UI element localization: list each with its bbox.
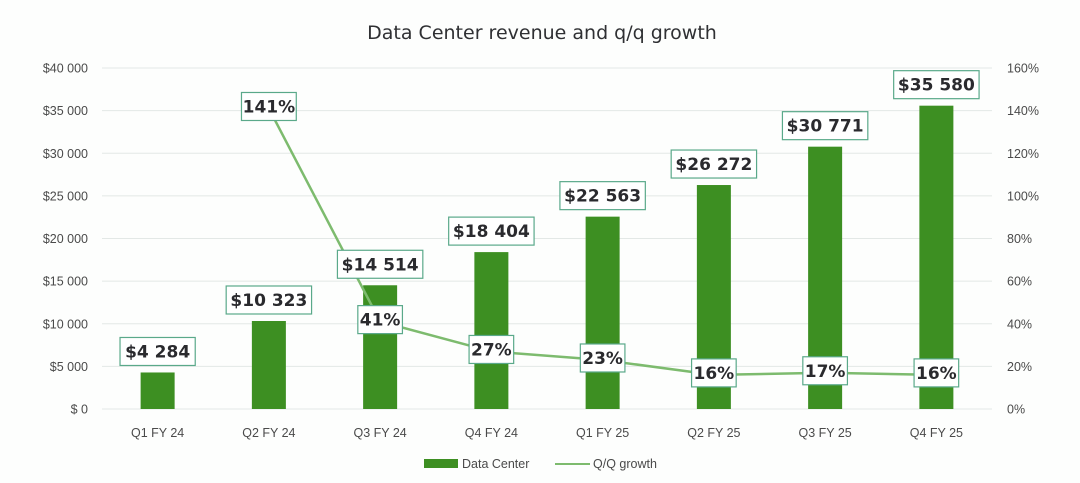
bar-data-center (140, 372, 175, 409)
bar-data-label: $30 771 (781, 111, 869, 141)
bar-data-label: $35 580 (893, 70, 980, 100)
y-right-tick-label: 20% (1007, 360, 1032, 374)
bar-data-labels: $4 284 $10 323 $14 514 $18 404 $22 563 $26 27… (119, 70, 980, 367)
bar-data-label: $26 272 (670, 149, 758, 179)
data-label-box (802, 356, 849, 386)
data-label-text: 16% (694, 364, 735, 384)
y-right-tick-label: 100% (1007, 189, 1039, 203)
y-left-tick-label: $30 000 (43, 147, 88, 161)
line-data-label: 17% (802, 356, 849, 386)
y-right-tick-label: 120% (1007, 147, 1039, 161)
data-label-box (448, 216, 535, 246)
x-tick-label: Q3 FY 25 (798, 426, 851, 440)
data-label-text: $35 580 (898, 76, 975, 96)
data-label-box (781, 111, 869, 141)
y-left-tick-label: $15 000 (43, 275, 88, 289)
y-right-tick-label: 60% (1007, 275, 1032, 289)
x-tick-label: Q4 FY 25 (910, 426, 963, 440)
data-label-text: 27% (471, 340, 512, 360)
y-left-tick-label: $20 000 (43, 232, 88, 246)
data-label-text: $30 771 (787, 117, 864, 137)
data-label-box (670, 149, 758, 179)
data-label-text: $10 323 (230, 291, 307, 311)
x-tick-label: Q1 FY 24 (131, 426, 184, 440)
data-label-text: 23% (582, 349, 623, 369)
y-right-tick-label: 0% (1007, 403, 1025, 417)
data-label-text: $22 563 (564, 187, 641, 207)
data-label-box (913, 358, 960, 388)
y-left-tick-label: $35 000 (43, 104, 88, 118)
legend-swatch-data-center (424, 459, 458, 468)
data-label-box (225, 285, 313, 315)
data-label-text: 16% (916, 364, 957, 384)
y-right-tick-label: 160% (1007, 62, 1039, 76)
x-tick-label: Q3 FY 24 (353, 426, 406, 440)
legend: Data Center Q/Q growth (424, 457, 657, 471)
data-label-box (893, 70, 980, 100)
data-label-text: 141% (243, 97, 296, 117)
data-label-box (240, 91, 297, 122)
line-data-label: 16% (913, 358, 960, 388)
data-label-box (559, 181, 646, 211)
data-label-box (468, 334, 515, 365)
data-label-text: 17% (805, 362, 846, 382)
y-axis-left: $ 0 $5 000 $10 000 $15 000 $20 000 $25 000 $30… (43, 62, 88, 417)
gridlines (102, 67, 992, 410)
y-left-tick-label: $ 0 (71, 403, 88, 417)
y-left-tick-label: $25 000 (43, 189, 88, 203)
x-tick-label: Q2 FY 25 (687, 426, 740, 440)
data-label-text: $26 272 (675, 155, 752, 175)
bar-data-label: $22 563 (559, 181, 646, 211)
line-data-label: 41% (357, 305, 404, 335)
bar-data-label: $4 284 (119, 336, 196, 367)
line-data-labels: 141% 41% 27% 23% 16% 17% 16% (240, 91, 960, 388)
data-label-box (336, 249, 424, 279)
data-label-text: $4 284 (125, 342, 190, 362)
data-label-box (119, 336, 196, 367)
y-right-tick-label: 80% (1007, 232, 1032, 246)
y-axis-right: 0% 20% 40% 60% 80% 100% 120% 140% 160% (1007, 62, 1039, 417)
y-right-tick-label: 40% (1007, 317, 1032, 331)
bar-data-label: $10 323 (225, 285, 313, 315)
legend-label-qq-growth: Q/Q growth (593, 457, 657, 471)
y-left-tick-label: $5 000 (50, 360, 88, 374)
line-data-label: 27% (468, 334, 515, 365)
bar-data-center (474, 252, 509, 409)
data-label-text: $14 514 (342, 255, 419, 275)
line-data-label: 141% (240, 91, 297, 122)
data-label-box (357, 305, 404, 335)
data-label-text: 41% (360, 311, 401, 331)
bar-data-center (251, 320, 286, 409)
data-label-box (579, 343, 626, 373)
data-label-text: $18 404 (453, 222, 530, 242)
x-tick-label: Q2 FY 24 (242, 426, 295, 440)
x-tick-label: Q4 FY 24 (465, 426, 518, 440)
y-right-tick-label: 140% (1007, 104, 1039, 118)
bar-data-center (363, 285, 398, 409)
line-data-label: 23% (579, 343, 626, 373)
data-label-box (690, 358, 737, 388)
y-left-tick-label: $10 000 (43, 317, 88, 331)
x-axis-categories: Q1 FY 24 Q2 FY 24 Q3 FY 24 Q4 FY 24 Q1 FY 25… (131, 426, 963, 440)
y-left-tick-label: $40 000 (43, 62, 88, 76)
chart-title: Data Center revenue and q/q growth (367, 22, 717, 44)
line-data-label: 16% (690, 358, 737, 388)
bar-data-center (585, 216, 620, 409)
legend-label-data-center: Data Center (462, 457, 529, 471)
bar-data-label: $14 514 (336, 249, 424, 279)
bar-data-label: $18 404 (448, 216, 535, 246)
x-tick-label: Q1 FY 25 (576, 426, 629, 440)
